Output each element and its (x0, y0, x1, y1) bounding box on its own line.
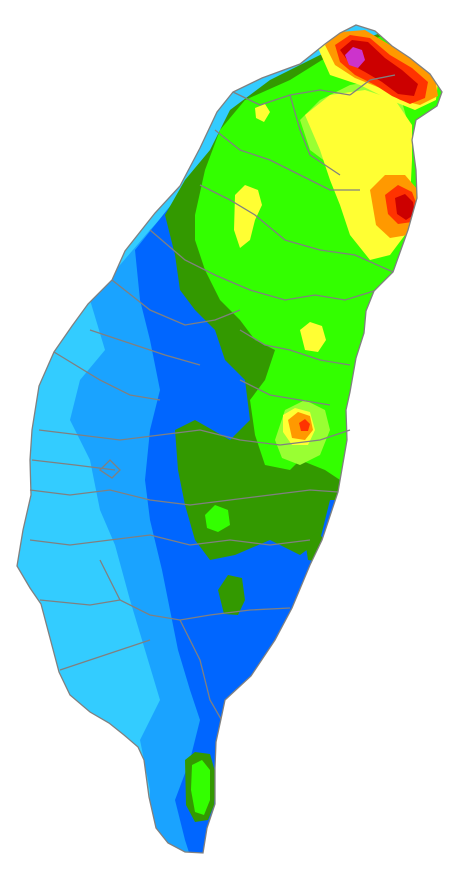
zone-dark-red-ne (395, 194, 415, 220)
zone-red-central (299, 419, 310, 431)
zone-dark-green-patch-a (218, 575, 245, 615)
zone-green-patch-b (205, 505, 230, 532)
zone-yellow-small (255, 104, 270, 122)
county-borders (16, 24, 443, 854)
zone-green-south (191, 760, 210, 815)
zone-purple-peak (345, 47, 365, 68)
zone-yellow-nw-spot (234, 185, 262, 248)
zone-yellow-central-spot (300, 322, 326, 352)
